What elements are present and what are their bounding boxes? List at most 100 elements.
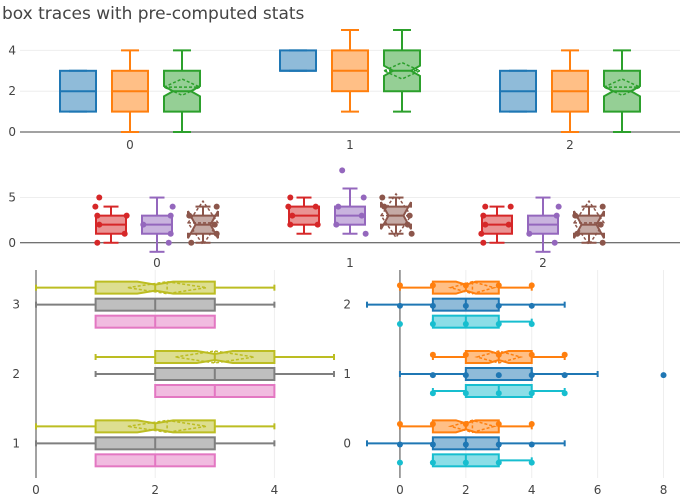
data-point — [430, 460, 436, 466]
data-point — [508, 204, 514, 210]
data-point — [482, 222, 488, 228]
box-blue — [400, 368, 667, 380]
data-point — [529, 372, 535, 378]
box-orange — [430, 351, 568, 363]
y-tick-label: 2 — [8, 84, 16, 98]
data-point — [379, 195, 385, 201]
data-point — [168, 231, 174, 237]
data-point — [463, 303, 469, 309]
y-tick-label: 0 — [343, 436, 351, 450]
data-point — [480, 213, 486, 219]
data-point — [496, 441, 502, 447]
x-tick-label: 0 — [32, 483, 40, 497]
data-point — [600, 240, 606, 246]
box-purple — [140, 198, 175, 252]
box-brown — [186, 201, 219, 246]
data-point — [463, 460, 469, 466]
box-purple — [526, 198, 561, 252]
data-point — [554, 213, 560, 219]
data-point — [529, 282, 535, 288]
data-point — [562, 390, 568, 396]
subplot-bottom-right: 0 2 4 6 8012 — [343, 270, 667, 497]
box-body — [280, 50, 316, 70]
data-point — [496, 282, 502, 288]
data-point — [529, 460, 535, 466]
data-point — [529, 390, 535, 396]
data-point — [363, 231, 369, 237]
data-point — [556, 204, 562, 210]
data-point — [214, 204, 220, 210]
data-point — [315, 222, 321, 228]
data-point — [552, 240, 558, 246]
data-point — [480, 240, 486, 246]
data-point — [94, 240, 100, 246]
y-tick-label: 0 — [8, 125, 16, 139]
y-tick-label: 1 — [343, 367, 351, 381]
x-tick-label: 0 — [396, 483, 404, 497]
box-gray — [96, 368, 334, 380]
data-point — [214, 231, 220, 237]
data-point — [463, 282, 469, 288]
x-tick-label: 6 — [594, 483, 602, 497]
box-olive — [96, 351, 334, 363]
box-red — [478, 204, 513, 246]
subplot-middle: 050 1 2 — [8, 167, 680, 270]
box-pink — [96, 454, 215, 466]
data-point — [397, 321, 403, 327]
x-tick-label: 1 — [346, 256, 354, 270]
data-point — [463, 352, 469, 358]
box-gray — [36, 299, 274, 311]
data-point — [600, 204, 606, 210]
box-blue — [500, 71, 536, 112]
data-point — [496, 352, 502, 358]
box-olive — [36, 282, 274, 294]
data-point — [496, 321, 502, 327]
data-point — [289, 213, 295, 219]
x-tick-label: 4 — [528, 483, 536, 497]
box-brown — [379, 194, 414, 237]
data-point — [430, 372, 436, 378]
box-blue — [367, 299, 565, 311]
data-point — [407, 213, 413, 219]
data-point — [397, 421, 403, 427]
y-tick-label: 4 — [8, 43, 16, 57]
box-pink — [155, 385, 274, 397]
x-tick-label: 2 — [462, 483, 470, 497]
box-orange — [552, 50, 588, 132]
data-point — [397, 441, 403, 447]
data-point — [409, 231, 415, 237]
data-point — [430, 282, 436, 288]
x-tick-label: 0 — [153, 256, 161, 270]
box-blue — [367, 437, 565, 449]
data-point — [463, 321, 469, 327]
chart-canvas: 0240 1 2050 1 20 2 41230 2 4 6 8012 — [0, 0, 700, 500]
data-point — [574, 231, 580, 237]
data-point — [496, 390, 502, 396]
x-tick-label: 4 — [271, 483, 279, 497]
data-point — [285, 204, 291, 210]
data-point — [529, 441, 535, 447]
chart-title: box traces with pre-computed stats — [2, 4, 304, 24]
box-cyan — [397, 316, 535, 328]
data-point — [463, 372, 469, 378]
data-point — [529, 352, 535, 358]
box-cyan — [397, 454, 535, 466]
x-tick-label: 1 — [346, 138, 354, 152]
y-tick-label: 2 — [12, 367, 20, 381]
data-point — [335, 204, 341, 210]
box-purple — [333, 167, 368, 236]
x-tick-label: 2 — [151, 483, 159, 497]
data-point — [430, 303, 436, 309]
data-point — [361, 195, 367, 201]
data-point — [430, 421, 436, 427]
data-point — [562, 352, 568, 358]
x-tick-label: 2 — [566, 138, 574, 152]
data-point — [381, 204, 387, 210]
data-point — [188, 240, 194, 246]
box-green — [384, 30, 420, 112]
data-point — [529, 321, 535, 327]
box-red — [92, 195, 129, 246]
data-point — [661, 372, 667, 378]
box-olive — [36, 420, 274, 432]
data-point — [529, 421, 535, 427]
